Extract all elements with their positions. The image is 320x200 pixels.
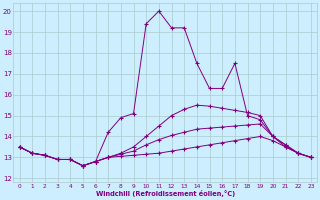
X-axis label: Windchill (Refroidissement éolien,°C): Windchill (Refroidissement éolien,°C)	[96, 190, 235, 197]
